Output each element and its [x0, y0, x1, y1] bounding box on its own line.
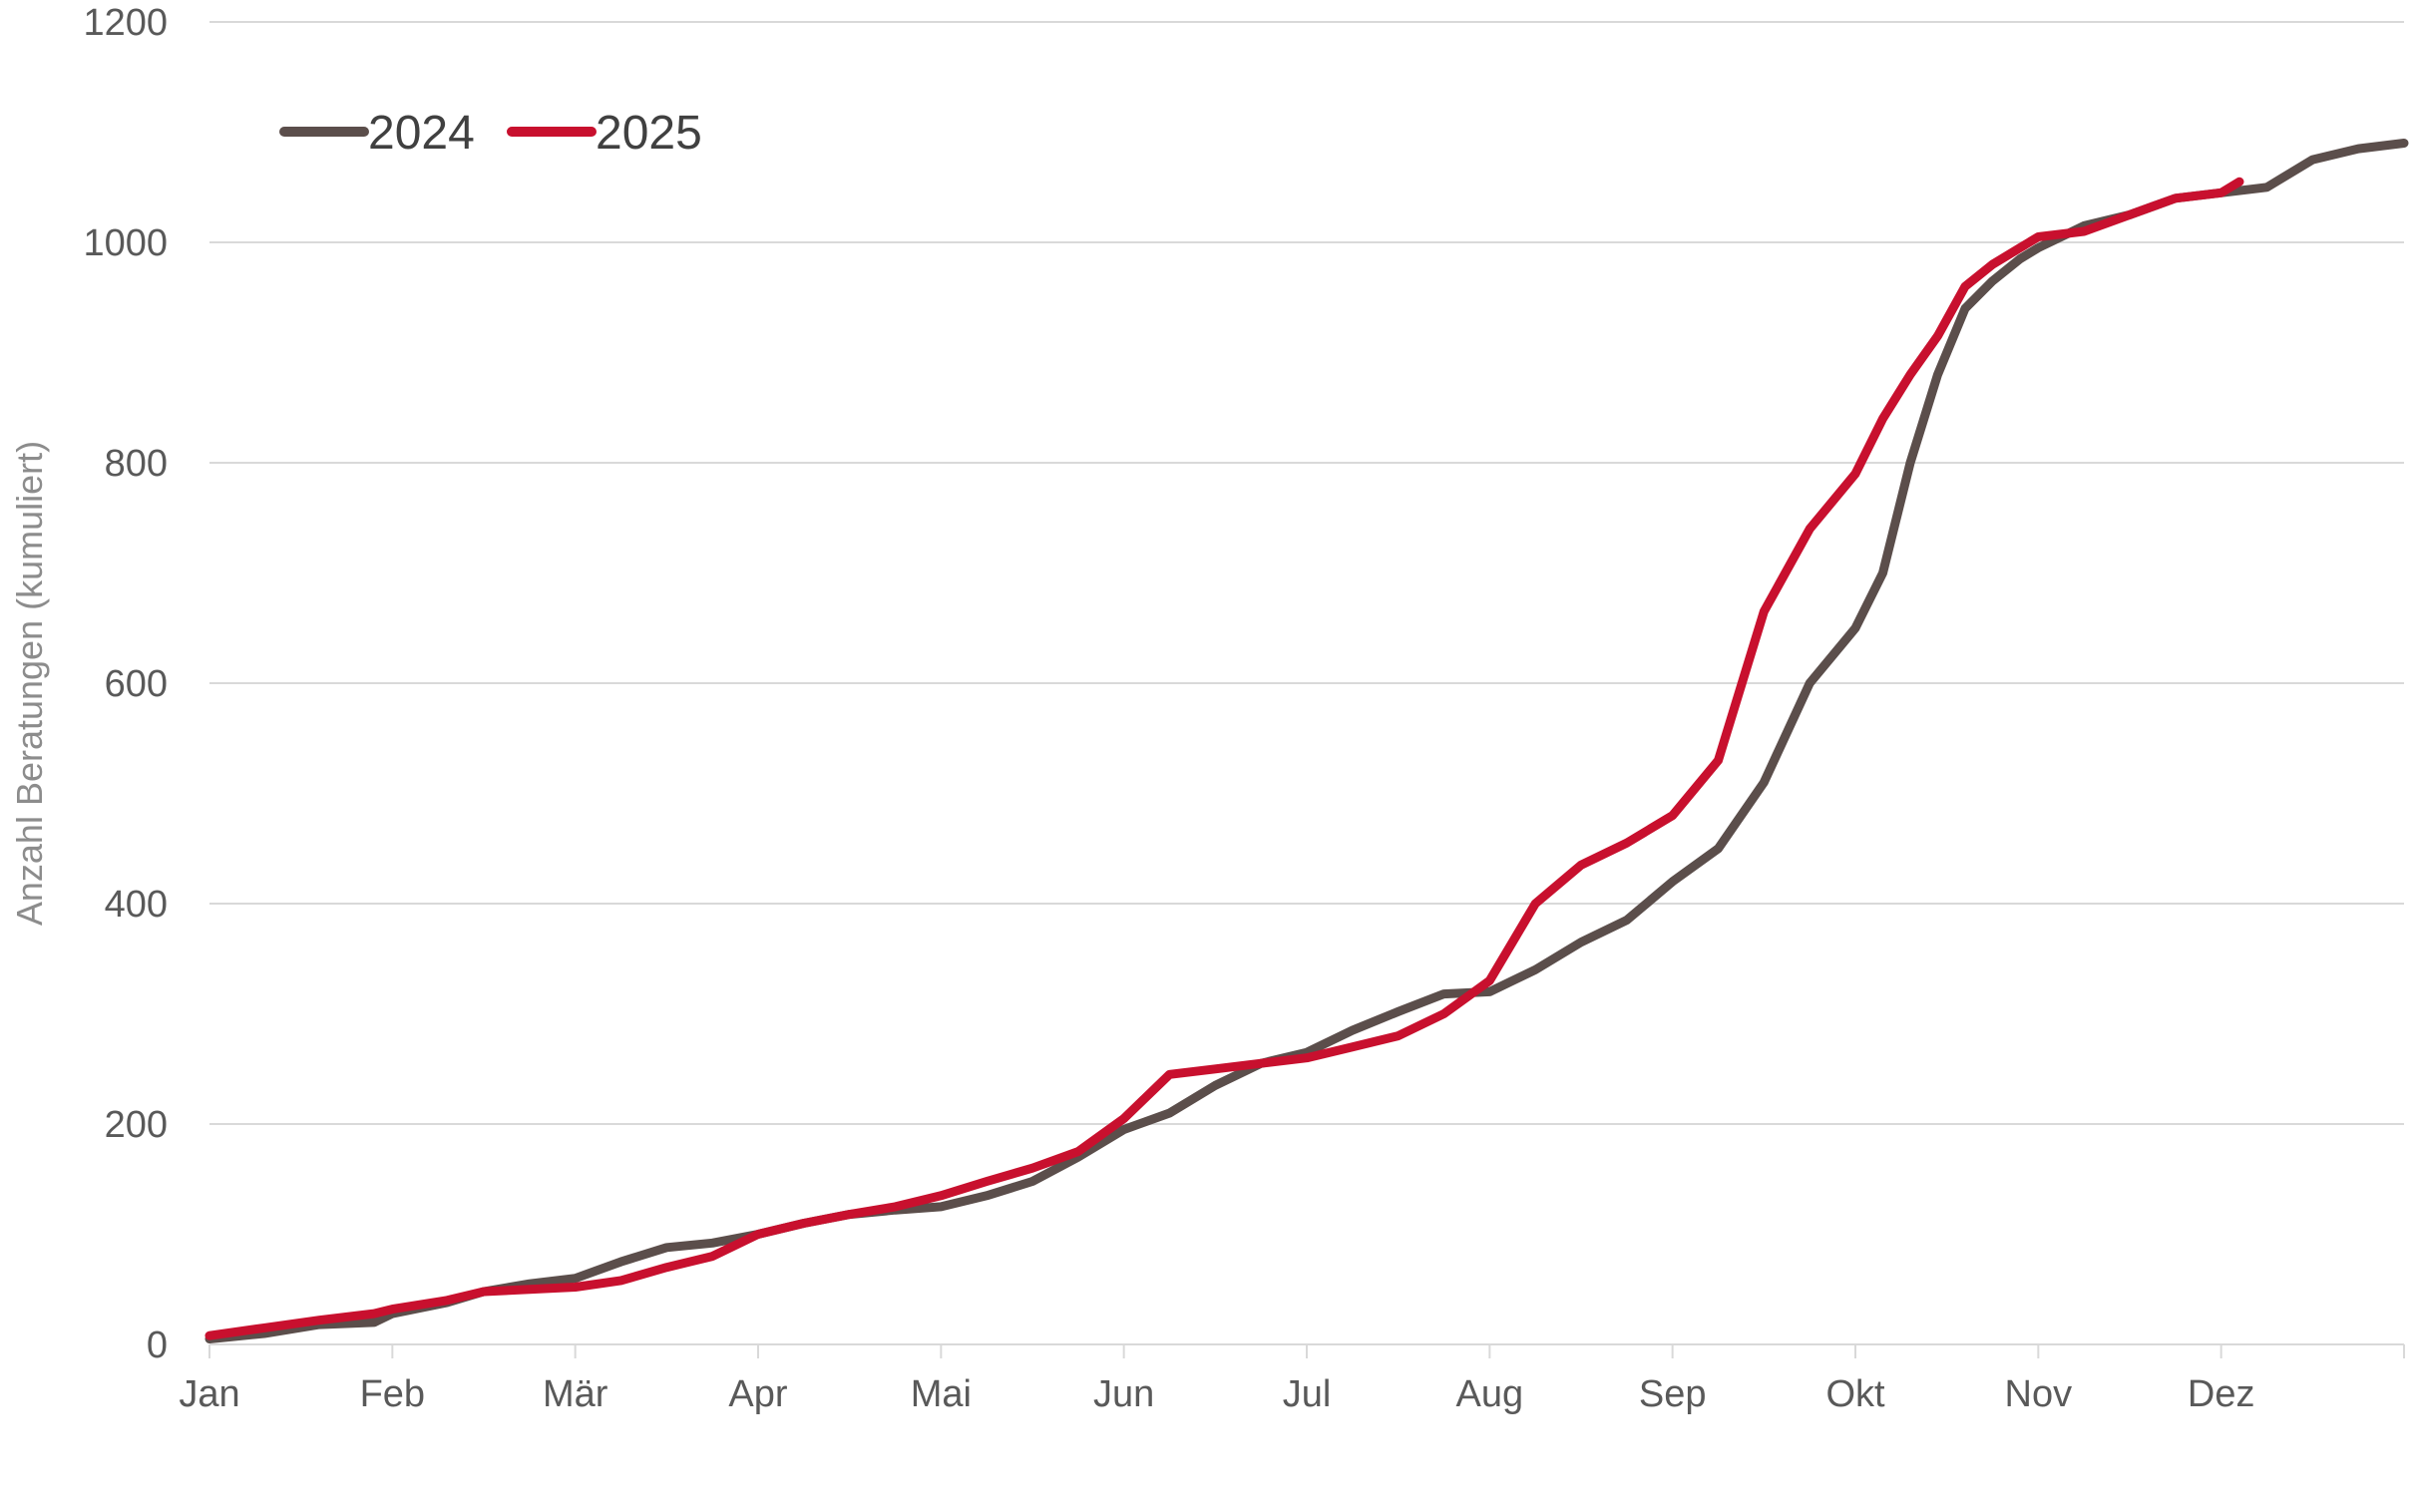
y-axis-title: Anzahl Beratungen (kumuliert) [9, 441, 50, 926]
gridlines [209, 21, 2404, 1125]
x-tick-label: Sep [1639, 1373, 1707, 1415]
data-series [204, 139, 2409, 1343]
y-tick-label: 800 [105, 443, 168, 485]
x-tick-label: Mär [543, 1373, 608, 1415]
y-axis-tick-labels: 0 200 400 600 800 1000 1200 [83, 2, 168, 1366]
y-tick-label: 0 [147, 1324, 168, 1366]
x-tick-label: Feb [360, 1373, 425, 1415]
y-tick-label: 200 [105, 1104, 168, 1146]
series-line-2025 [204, 177, 2244, 1340]
x-tick-label: Jan [179, 1373, 239, 1415]
x-tick-label: Mai [911, 1373, 972, 1415]
y-tick-label: 1000 [83, 222, 168, 264]
y-tick-label: 1200 [83, 2, 168, 44]
x-tick-label: Jun [1093, 1373, 1154, 1415]
legend-label-2025: 2025 [596, 107, 702, 160]
x-axis [208, 1343, 2405, 1358]
legend: 2024 2025 [279, 107, 702, 160]
y-tick-label: 600 [105, 663, 168, 705]
x-tick-label: Jul [1283, 1373, 1332, 1415]
x-tick-label: Apr [728, 1373, 787, 1415]
x-tick-label: Aug [1456, 1373, 1524, 1415]
legend-label-2024: 2024 [368, 107, 475, 160]
x-tick-label: Dez [2188, 1373, 2255, 1415]
x-tick-label: Okt [1825, 1373, 1885, 1415]
series-line-2024 [204, 139, 2409, 1343]
y-tick-label: 400 [105, 884, 168, 926]
x-tick-label: Nov [2005, 1373, 2073, 1415]
x-axis-tick-labels: Jan Feb Mär Apr Mai Jun Jul Aug Sep Okt Nov Dez [179, 1373, 2254, 1415]
